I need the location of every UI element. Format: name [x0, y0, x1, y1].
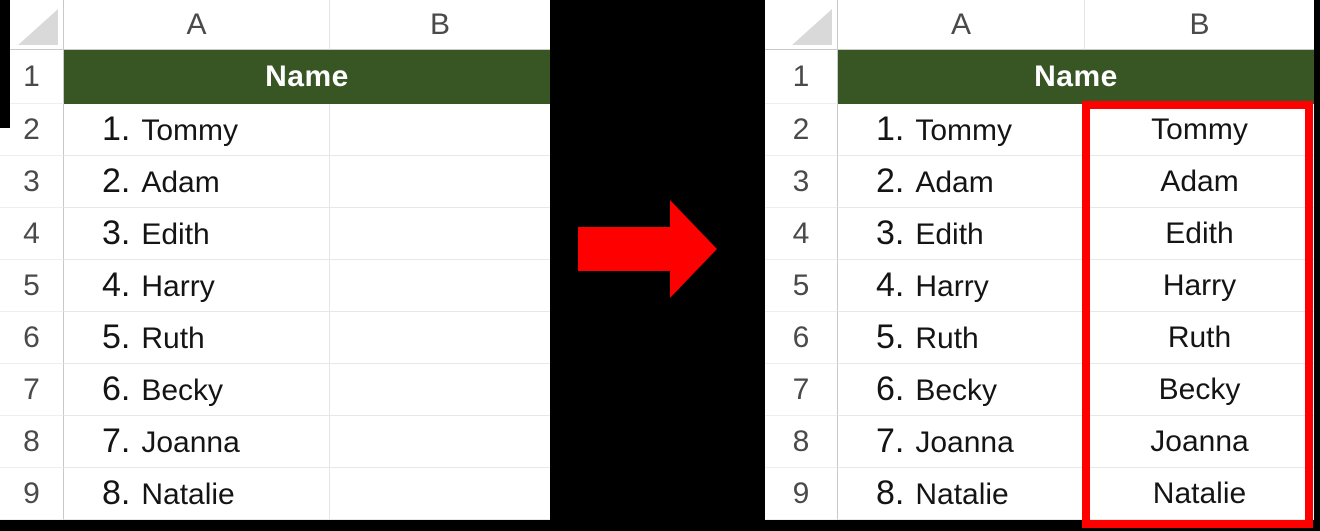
after-row-header-5[interactable]: 5 [765, 260, 838, 312]
after-row-header-4[interactable]: 4 [765, 208, 838, 260]
list-name: Natalie [141, 478, 235, 511]
after-cell-b9[interactable]: Natalie [1085, 468, 1314, 520]
before-cell-a8[interactable]: 7. Joanna [64, 416, 330, 468]
list-number: 4. [102, 266, 131, 304]
background-patch [0, 0, 10, 128]
list-number: 2. [876, 162, 905, 200]
select-all-corner[interactable] [765, 0, 838, 50]
after-row-header-1[interactable]: 1 [765, 50, 838, 104]
after-row-header-3[interactable]: 3 [765, 156, 838, 208]
after-column-header-b[interactable]: B [1085, 0, 1314, 50]
after-cell-a2[interactable]: 1. Tommy [838, 104, 1085, 156]
list-number: 2. [102, 162, 131, 200]
before-row-header-1[interactable]: 1 [0, 50, 64, 104]
list-name: Harry [141, 270, 215, 303]
list-number: 3. [876, 214, 905, 252]
after-cell-a4[interactable]: 3. Edith [838, 208, 1085, 260]
list-number: 6. [102, 370, 131, 408]
after-cell-b3[interactable]: Adam [1085, 156, 1314, 208]
after-row-header-6[interactable]: 6 [765, 312, 838, 364]
before-cell-b5[interactable] [330, 260, 550, 312]
before-row-header-7[interactable]: 7 [0, 364, 64, 416]
before-cell-b9[interactable] [330, 468, 550, 520]
list-name: Edith [141, 218, 210, 251]
after-row-header-8[interactable]: 8 [765, 416, 838, 468]
list-name: Joanna [141, 426, 240, 459]
list-name: Tommy [141, 114, 239, 147]
after-cell-a3[interactable]: 2. Adam [838, 156, 1085, 208]
spreadsheet-before: A B 1 Name 2 1. Tommy 3 2. Adam 4 3. Edith … [0, 0, 550, 520]
before-cell-b3[interactable] [330, 156, 550, 208]
after-cell-a5[interactable]: 4. Harry [838, 260, 1085, 312]
list-number: 4. [876, 266, 905, 304]
after-row-header-2[interactable]: 2 [765, 104, 838, 156]
after-cell-a7[interactable]: 6. Becky [838, 364, 1085, 416]
before-row-header-5[interactable]: 5 [0, 260, 64, 312]
before-cell-a4[interactable]: 3. Edith [64, 208, 330, 260]
list-number: 3. [102, 214, 131, 252]
before-cell-b4[interactable] [330, 208, 550, 260]
after-cell-b8[interactable]: Joanna [1085, 416, 1314, 468]
list-name: Becky [141, 374, 224, 407]
before-cell-a9[interactable]: 8. Natalie [64, 468, 330, 520]
select-all-corner[interactable] [0, 0, 64, 50]
list-name: Adam [141, 166, 220, 199]
before-row-header-9[interactable]: 9 [0, 468, 64, 520]
after-column-header-a[interactable]: A [838, 0, 1085, 50]
before-cell-a3[interactable]: 2. Adam [64, 156, 330, 208]
after-row-header-7[interactable]: 7 [765, 364, 838, 416]
before-cell-a2[interactable]: 1. Tommy [64, 104, 330, 156]
list-number: 5. [876, 318, 905, 356]
before-row-header-2[interactable]: 2 [0, 104, 64, 156]
after-cell-a9[interactable]: 8. Natalie [838, 468, 1085, 520]
before-row-header-6[interactable]: 6 [0, 312, 64, 364]
before-cell-b2[interactable] [330, 104, 550, 156]
before-column-header-b[interactable]: B [330, 0, 550, 50]
list-number: 6. [876, 370, 905, 408]
after-row-header-9[interactable]: 9 [765, 468, 838, 520]
list-number: 8. [102, 474, 131, 512]
list-name: Becky [915, 374, 998, 407]
right-arrow-icon [578, 200, 717, 298]
select-all-triangle-icon [792, 9, 832, 45]
list-number: 1. [876, 110, 905, 148]
list-number: 7. [876, 422, 905, 460]
before-cell-a5[interactable]: 4. Harry [64, 260, 330, 312]
before-cell-b7[interactable] [330, 364, 550, 416]
select-all-triangle-icon [18, 9, 58, 45]
after-cell-b2[interactable]: Tommy [1085, 104, 1314, 156]
spreadsheet-after: A B 1 Name 2 1. Tommy Tommy 3 2. Adam Adam… [765, 0, 1314, 528]
before-cell-a6[interactable]: 5. Ruth [64, 312, 330, 364]
list-name: Joanna [915, 426, 1014, 459]
after-cell-a8[interactable]: 7. Joanna [838, 416, 1085, 468]
before-row-header-4[interactable]: 4 [0, 208, 64, 260]
before-merged-name-header[interactable]: Name [64, 50, 550, 104]
after-cell-b7[interactable]: Becky [1085, 364, 1314, 416]
list-name: Natalie [915, 478, 1009, 511]
list-name: Edith [915, 218, 984, 251]
list-name: Adam [915, 166, 994, 199]
list-number: 7. [102, 422, 131, 460]
before-row-header-3[interactable]: 3 [0, 156, 64, 208]
after-cell-a6[interactable]: 5. Ruth [838, 312, 1085, 364]
list-number: 1. [102, 110, 131, 148]
list-name: Ruth [915, 322, 979, 355]
list-number: 8. [876, 474, 905, 512]
list-name: Tommy [915, 114, 1013, 147]
before-row-header-8[interactable]: 8 [0, 416, 64, 468]
after-cell-b5[interactable]: Harry [1085, 260, 1314, 312]
list-number: 5. [102, 318, 131, 356]
before-cell-b6[interactable] [330, 312, 550, 364]
after-cell-b4[interactable]: Edith [1085, 208, 1314, 260]
before-cell-a7[interactable]: 6. Becky [64, 364, 330, 416]
list-name: Ruth [141, 322, 205, 355]
before-cell-b8[interactable] [330, 416, 550, 468]
after-cell-b6[interactable]: Ruth [1085, 312, 1314, 364]
list-name: Harry [915, 270, 989, 303]
after-merged-name-header[interactable]: Name [838, 50, 1314, 104]
before-column-header-a[interactable]: A [64, 0, 330, 50]
